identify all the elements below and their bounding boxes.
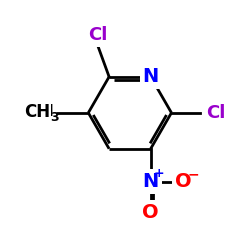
Text: +: + bbox=[153, 168, 164, 180]
Text: C: C bbox=[28, 104, 40, 119]
Text: N: N bbox=[142, 172, 159, 191]
Text: −: − bbox=[187, 167, 199, 181]
Text: Cl: Cl bbox=[206, 104, 225, 122]
Text: H: H bbox=[40, 104, 53, 119]
Text: CH: CH bbox=[24, 102, 50, 120]
Text: O: O bbox=[142, 203, 159, 222]
Text: Cl: Cl bbox=[88, 26, 108, 44]
Text: O: O bbox=[175, 172, 192, 191]
Text: 3: 3 bbox=[33, 113, 41, 123]
Text: 3: 3 bbox=[50, 111, 59, 124]
Text: N: N bbox=[142, 67, 159, 86]
